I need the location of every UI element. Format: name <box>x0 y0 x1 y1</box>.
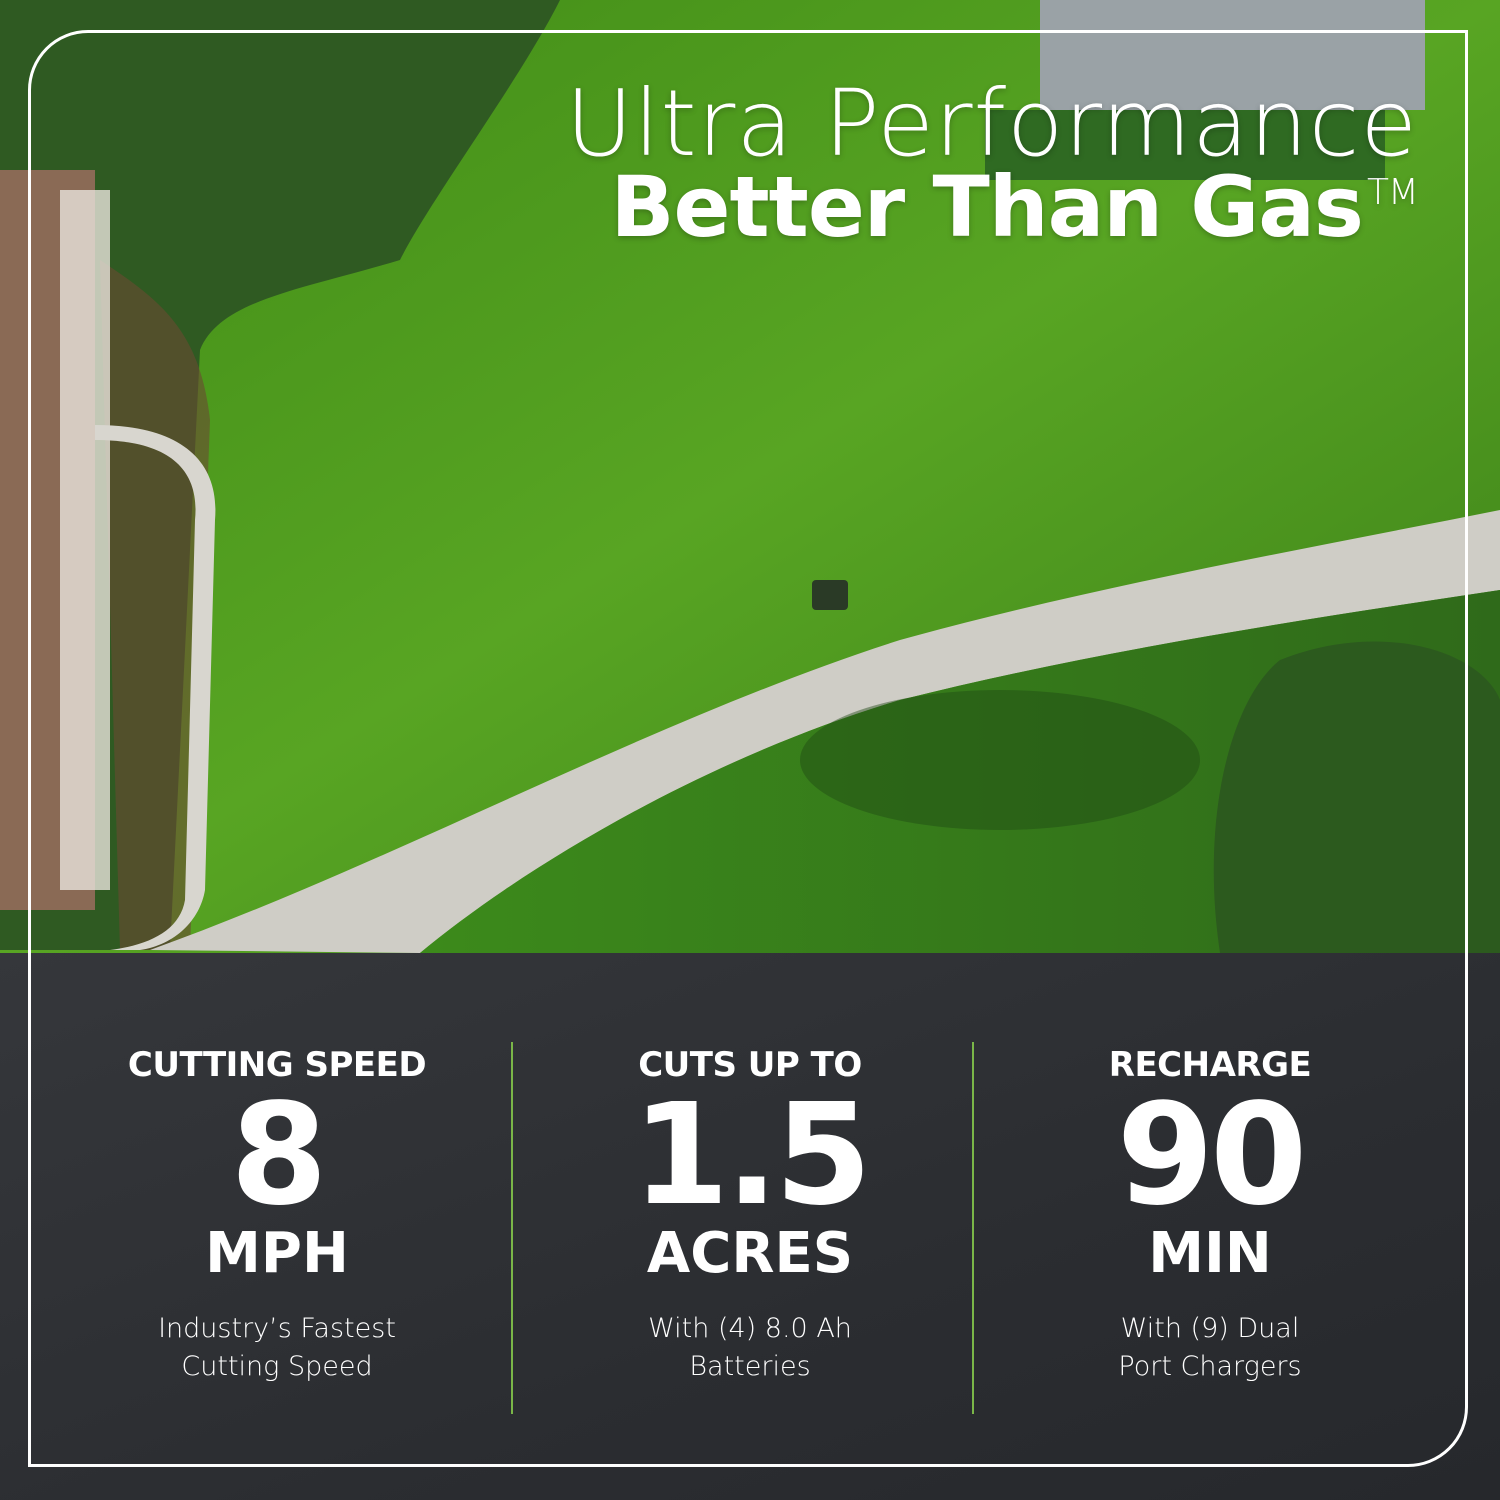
stat-label: RECHARGE <box>1108 1045 1312 1085</box>
stat-unit: ACRES <box>646 1221 854 1286</box>
desc-line: Cutting Speed <box>181 1351 373 1382</box>
stat-description: Industry’s Fastest Cutting Speed <box>67 1310 487 1386</box>
stat-value: 90 <box>1116 1074 1308 1237</box>
desc-line: Port Chargers <box>1118 1351 1302 1382</box>
side-walkway <box>95 425 216 950</box>
shed-roof <box>1040 0 1425 110</box>
tree-shadow <box>800 690 1200 830</box>
desc-line: Batteries <box>689 1351 811 1382</box>
tree-bottom-right <box>1213 641 1500 953</box>
stat-unit: MPH <box>205 1221 349 1286</box>
hedge <box>985 110 1385 180</box>
curved-walkway <box>150 510 1500 953</box>
stat-coverage: CUTS UP TO 1.5 ACRES With (4) 8.0 Ah Batt… <box>540 1045 960 1386</box>
stat-cutting-speed: CUTTING SPEED 8 MPH Industry’s Fastest Cu… <box>67 1045 487 1386</box>
lawn-scene <box>0 0 1500 953</box>
lawn-mower <box>812 580 848 610</box>
aerial-lawn-photo <box>0 0 1500 953</box>
desc-line: Industry’s Fastest <box>158 1313 396 1344</box>
divider <box>972 1042 974 1414</box>
stat-value: 1.5 <box>631 1074 872 1237</box>
stat-description: With (4) 8.0 Ah Batteries <box>540 1310 960 1386</box>
stats-panel <box>0 953 1500 1500</box>
divider <box>511 1042 513 1414</box>
stat-value: 8 <box>230 1074 327 1237</box>
house-porch <box>60 190 110 890</box>
stat-unit: MIN <box>1148 1221 1272 1286</box>
headline-line2: Better Than Gas TM <box>610 158 1419 256</box>
headline-line2-text: Better Than Gas <box>610 158 1364 256</box>
stat-description: With (9) Dual Port Chargers <box>1000 1310 1420 1386</box>
stat-label: CUTS UP TO <box>638 1045 862 1085</box>
stat-recharge: RECHARGE 90 MIN With (9) Dual Port Charge… <box>1000 1045 1420 1386</box>
desc-line: With (4) 8.0 Ah <box>648 1313 852 1344</box>
headline-line1: Ultra Performance <box>565 70 1418 177</box>
desc-line: With (9) Dual <box>1120 1313 1300 1344</box>
trademark: TM <box>1366 172 1419 213</box>
stat-label: CUTTING SPEED <box>127 1045 427 1085</box>
